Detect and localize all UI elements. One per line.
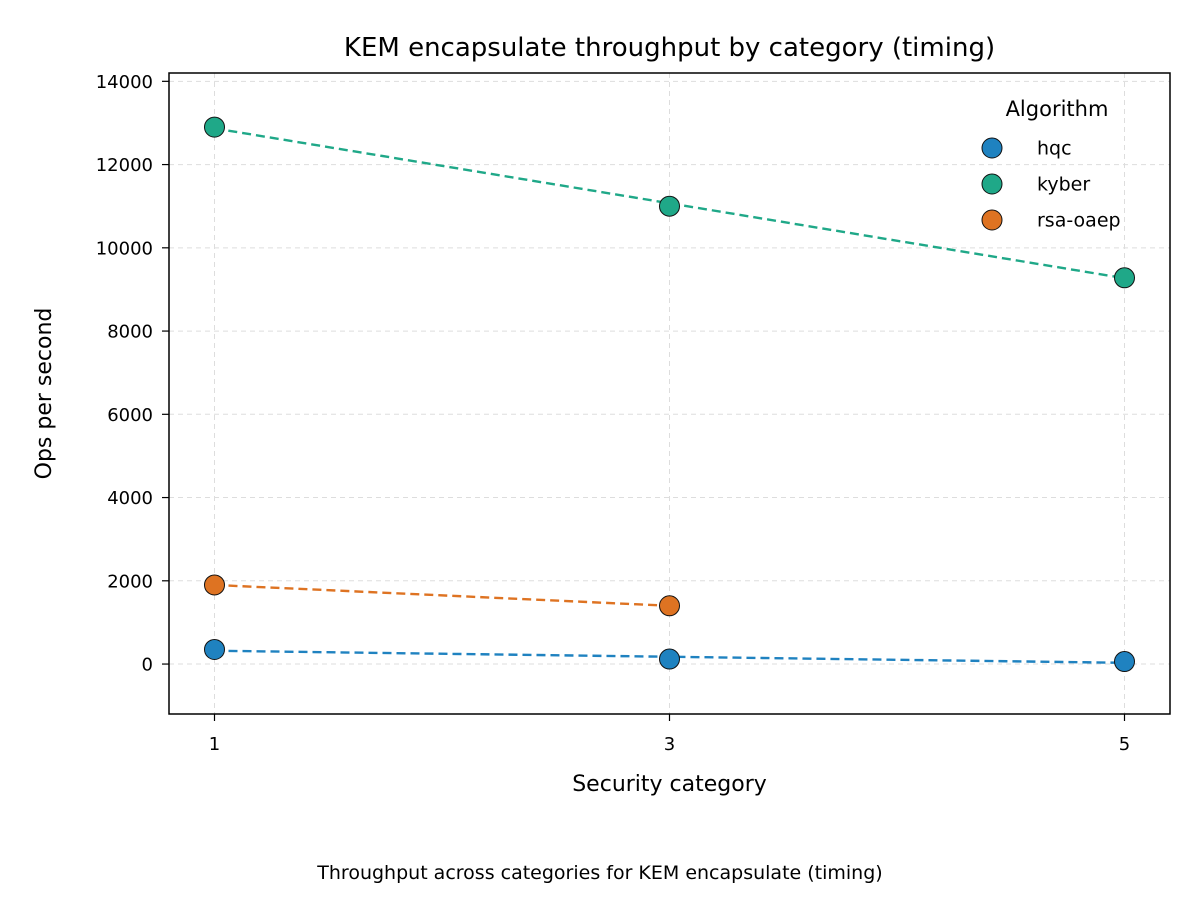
data-point-kyber [1114, 267, 1135, 289]
data-point-kyber [659, 195, 680, 217]
legend-label-rsa-oaep: rsa-oaep [1037, 210, 1121, 232]
data-point-hqc [659, 648, 680, 670]
figure-caption: Throughput across categories for KEM enc… [317, 862, 883, 884]
y-tick-label: 6000 [107, 405, 153, 426]
y-tick-label: 10000 [96, 238, 153, 259]
y-tick-label: 2000 [107, 571, 153, 592]
legend: Algorithm hqc kyber rsa-oaep [981, 97, 1121, 232]
legend-label-kyber: kyber [1037, 174, 1090, 196]
legend-marker-kyber [981, 173, 1003, 195]
legend-marker-hqc [981, 137, 1003, 159]
chart-title: KEM encapsulate throughput by category (… [344, 33, 995, 63]
x-tick-label: 5 [1119, 734, 1130, 755]
x-tick-label: 1 [209, 734, 220, 755]
data-point-hqc [204, 638, 225, 660]
y-tick-label: 14000 [96, 72, 153, 93]
data-point-hqc [1114, 651, 1135, 673]
data-point-rsa-oaep [204, 574, 225, 596]
y-tick-label: 4000 [107, 488, 153, 509]
x-tick-label: 3 [664, 734, 675, 755]
legend-label-hqc: hqc [1037, 138, 1072, 160]
x-axis-label: Security category [572, 772, 767, 797]
trend-line-rsa-oaep [214, 583, 670, 607]
legend-marker-rsa-oaep [981, 209, 1003, 231]
data-point-rsa-oaep [659, 595, 680, 617]
data-point-kyber [204, 116, 225, 138]
y-axis-label: Ops per second [32, 308, 57, 480]
y-tick-label: 8000 [107, 322, 153, 343]
y-tick-label: 0 [142, 655, 153, 676]
y-tick-label: 12000 [96, 155, 153, 176]
legend-title: Algorithm [1006, 97, 1109, 121]
